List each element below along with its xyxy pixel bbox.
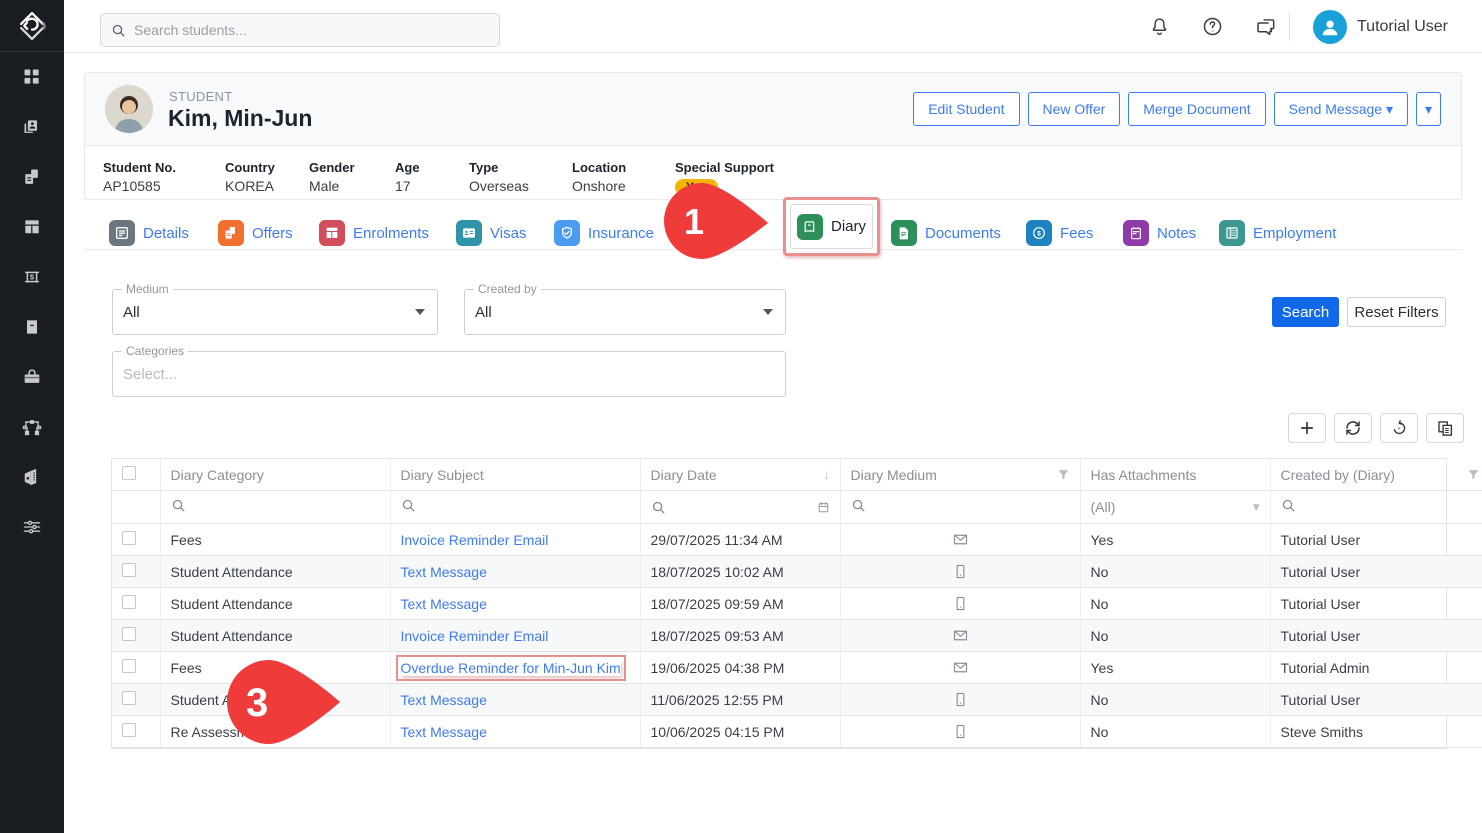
svg-text:3: 3: [246, 681, 268, 725]
svg-text:$: $: [1037, 231, 1041, 238]
svg-text:$: $: [30, 273, 35, 282]
svg-text:1: 1: [684, 201, 704, 242]
